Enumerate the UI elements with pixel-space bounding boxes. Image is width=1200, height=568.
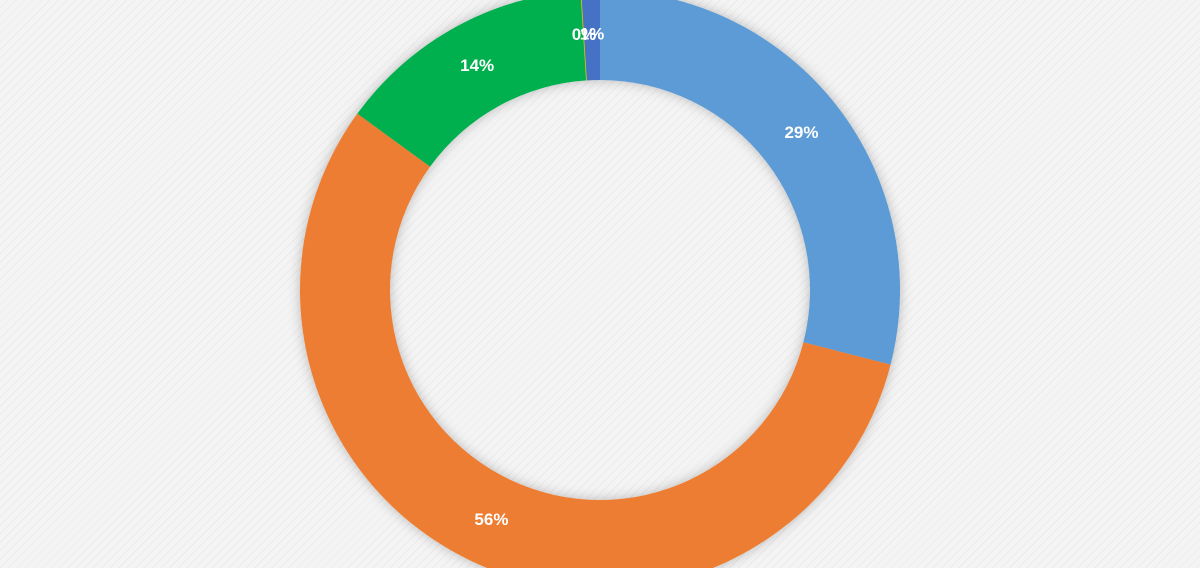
donut-slice [581,0,600,81]
data-label: 1% [580,25,605,44]
data-label: 29% [784,123,818,142]
donut-slice [357,0,587,167]
donut-slice [600,0,900,365]
data-label: 56% [474,510,508,529]
data-label: 14% [460,56,494,75]
data-label: 0% [572,25,597,44]
donut-slice [300,113,891,568]
